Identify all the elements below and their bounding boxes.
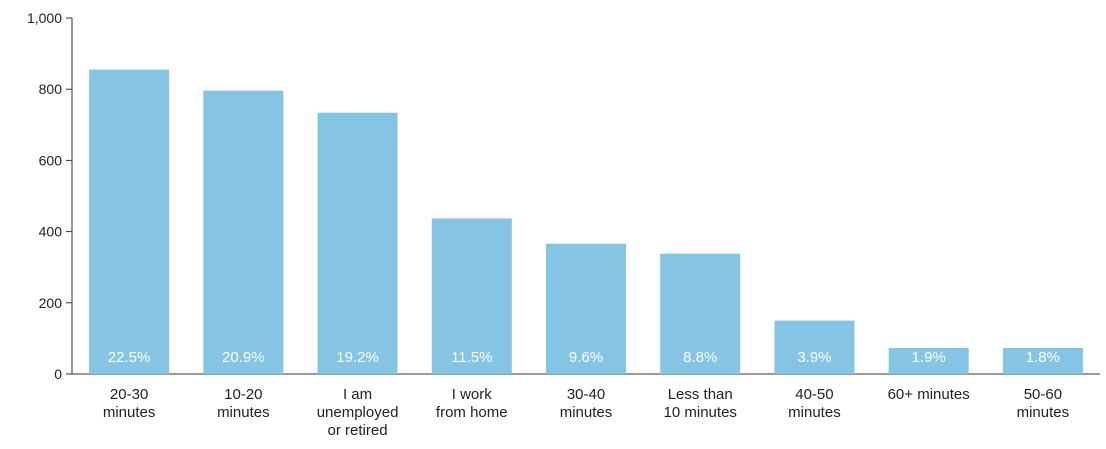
y-tick-label: 200 <box>39 295 63 311</box>
x-category-label-line: 10 minutes <box>664 404 737 421</box>
bar-data-label: 9.6% <box>569 349 603 366</box>
bar-data-label: 1.9% <box>912 349 946 366</box>
x-category-label-line: 50-60 <box>1024 386 1062 403</box>
x-category-label-line: or retired <box>328 422 388 439</box>
x-category-label: 20-30 minutes <box>103 386 156 421</box>
bar <box>317 112 398 375</box>
bar <box>888 348 969 374</box>
bar-data-label: 11.5% <box>451 349 492 366</box>
bar-data-label: 19.2% <box>336 349 379 366</box>
y-tick-label: 0 <box>54 366 62 382</box>
bar-data-label: 22.5% <box>108 349 151 366</box>
bar-data-label: 1.8% <box>1026 349 1060 366</box>
x-category-label: 30-40 minutes <box>560 386 613 421</box>
bar <box>203 90 284 375</box>
x-category-label-line: minutes <box>217 404 270 421</box>
y-tick-label: 600 <box>39 152 63 168</box>
x-category-label: I work from home <box>436 386 508 421</box>
bar-data-label: 3.9% <box>797 349 831 366</box>
x-category-label-line: 10-20 <box>224 386 262 403</box>
x-category-label-line: I am <box>343 386 372 403</box>
x-category-label: 60+ minutes <box>888 386 970 403</box>
bar <box>89 69 170 375</box>
x-category-label-line: I work <box>452 386 493 403</box>
x-category-label: 10-20 minutes <box>217 386 270 421</box>
bar <box>546 243 626 374</box>
x-category-label-line: minutes <box>103 404 156 421</box>
x-category-label-line: 30-40 <box>567 386 605 403</box>
bars: 22.5% 20.9% 19.2% 11.5% 9.6% 8.8% 3.9% 1.9% 1.8% <box>89 69 1083 375</box>
y-tick-label: 1,000 <box>27 10 62 26</box>
x-category-label: I am unemployed or retired <box>317 386 399 439</box>
bar <box>660 253 741 374</box>
bar-data-label: 8.8% <box>683 349 717 366</box>
x-category-label-line: 60+ minutes <box>888 386 970 403</box>
x-category-label: Less than 10 minutes <box>664 386 737 421</box>
x-category-label-line: minutes <box>788 404 841 421</box>
x-category-label: 40-50 minutes <box>788 386 841 421</box>
bar-data-label: 20.9% <box>222 349 265 366</box>
y-tick-label: 800 <box>39 81 63 97</box>
x-category-label-line: from home <box>436 404 508 421</box>
x-category-label-line: 40-50 <box>795 386 833 403</box>
bar <box>774 320 855 374</box>
y-tick-label: 400 <box>39 224 63 240</box>
x-category-label-line: minutes <box>560 404 613 421</box>
x-category-label-line: unemployed <box>317 404 399 421</box>
x-category-label-line: Less than <box>668 386 733 403</box>
bar <box>431 218 512 374</box>
x-category-label-line: minutes <box>1017 404 1070 421</box>
x-category-label-line: 20-30 <box>110 386 148 403</box>
bar <box>1002 348 1083 374</box>
x-category-label: 50-60 minutes <box>1017 386 1070 421</box>
